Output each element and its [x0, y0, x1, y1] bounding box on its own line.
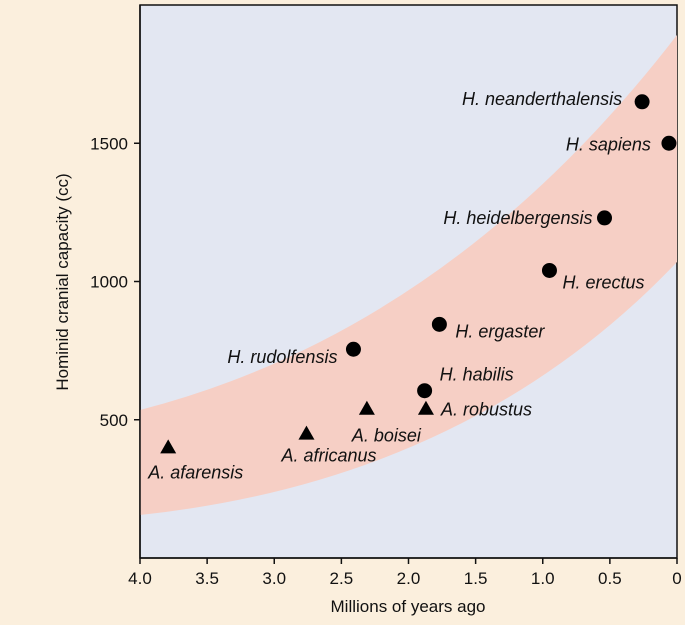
x-axis-label: Millions of years ago — [331, 597, 486, 616]
point-label: A. africanus — [280, 446, 376, 466]
triangle-marker — [358, 400, 375, 415]
x-tick-label: 2.0 — [397, 569, 421, 588]
point-label: H. habilis — [440, 365, 514, 385]
circle-marker — [634, 94, 650, 110]
x-tick-label: 3.5 — [195, 569, 219, 588]
triangle-marker — [417, 400, 434, 415]
x-tick-label: 2.5 — [330, 569, 354, 588]
circle-marker — [431, 316, 447, 332]
circle-marker — [661, 135, 677, 151]
circle-marker — [345, 341, 361, 357]
circle-marker — [597, 210, 613, 226]
point-label: H. neanderthalensis — [462, 89, 622, 109]
circle-marker — [541, 262, 557, 278]
point-label: H. erectus — [562, 272, 644, 292]
x-tick-label: 1.5 — [464, 569, 488, 588]
trend-band — [140, 35, 677, 515]
point-label: H. ergaster — [455, 321, 545, 341]
y-tick-label: 1000 — [90, 273, 128, 292]
point-label: A. boisei — [351, 426, 422, 446]
triangle-marker — [298, 425, 315, 440]
point-label: A. afarensis — [147, 462, 243, 482]
triangle-marker — [160, 439, 177, 454]
point-label: H. heidelbergensis — [443, 208, 592, 228]
circle-marker — [417, 383, 433, 399]
y-tick-label: 500 — [100, 411, 128, 430]
point-label: H. rudolfensis — [227, 347, 337, 367]
x-tick-label: 4.0 — [128, 569, 152, 588]
x-tick-label: 0.5 — [598, 569, 622, 588]
point-label: H. sapiens — [566, 134, 651, 154]
point-label: A. robustus — [440, 400, 532, 420]
y-axis-label: Hominid cranial capacity (cc) — [53, 173, 72, 390]
y-tick-label: 1500 — [90, 134, 128, 153]
x-tick-label: 1.0 — [531, 569, 555, 588]
x-tick-label: 3.0 — [262, 569, 286, 588]
x-tick-label: 0 — [672, 569, 681, 588]
